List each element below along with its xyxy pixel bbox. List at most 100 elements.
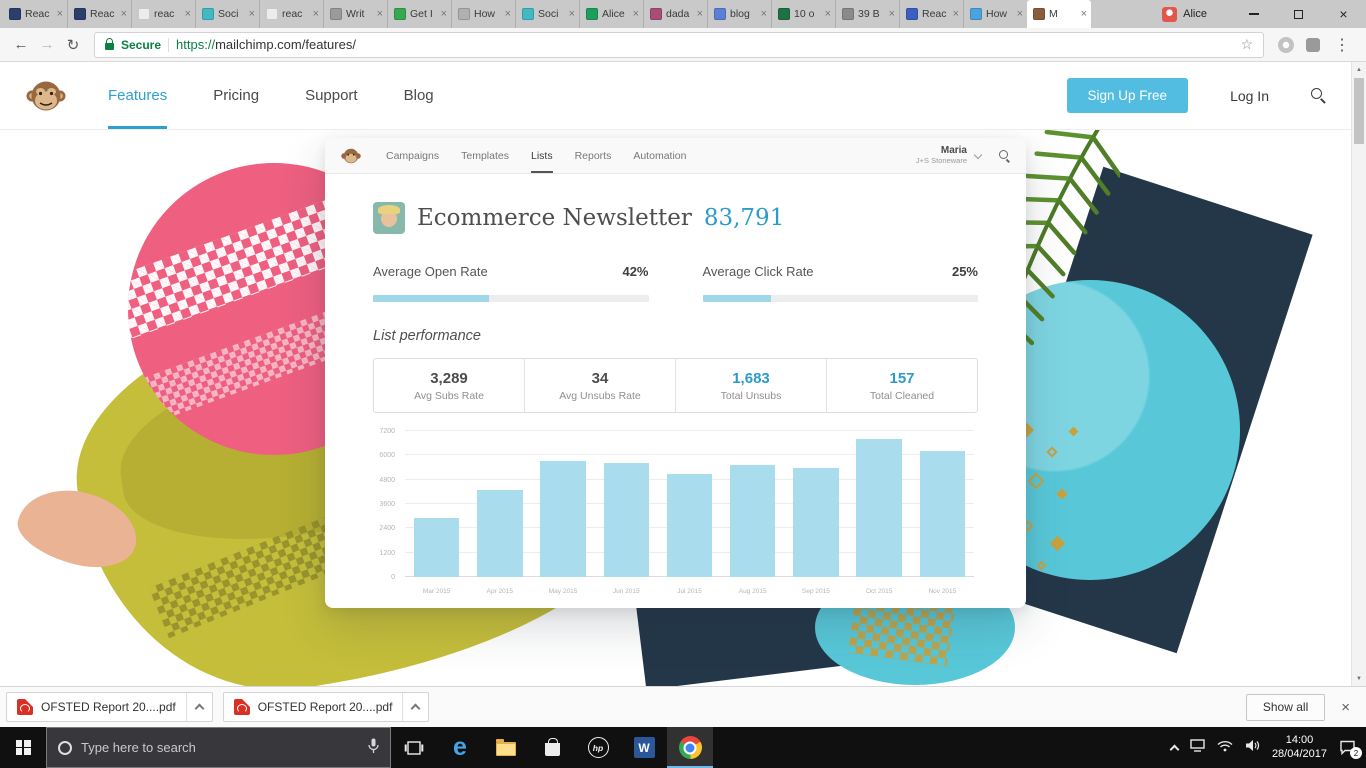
site-nav-pricing[interactable]: Pricing bbox=[213, 87, 260, 104]
browser-tab[interactable]: Reac bbox=[899, 0, 963, 28]
store-app-icon[interactable] bbox=[529, 727, 575, 768]
tab-close-icon[interactable] bbox=[825, 9, 831, 20]
browser-tab[interactable]: blog bbox=[707, 0, 771, 28]
browser-tab[interactable]: How bbox=[451, 0, 515, 28]
tab-close-icon[interactable] bbox=[121, 9, 127, 20]
show-all-button[interactable]: Show all bbox=[1245, 693, 1326, 721]
download-item-menu[interactable] bbox=[185, 693, 212, 721]
browser-tab[interactable]: Soci bbox=[195, 0, 259, 28]
dashboard-nav-lists[interactable]: Lists bbox=[520, 138, 564, 173]
taskbar-clock[interactable]: 14:00 28/04/2017 bbox=[1272, 734, 1327, 761]
download-item-menu[interactable] bbox=[402, 693, 428, 721]
browser-profile-badge[interactable]: Alice bbox=[1154, 0, 1215, 28]
tab-close-icon[interactable] bbox=[377, 9, 383, 20]
browser-tab[interactable]: How bbox=[963, 0, 1027, 28]
start-button[interactable] bbox=[0, 727, 46, 768]
tab-close-icon[interactable] bbox=[505, 9, 511, 20]
search-icon[interactable] bbox=[1311, 88, 1326, 103]
chart-bar-slot bbox=[721, 431, 784, 577]
stat-total-unsubs: 1,683 Total Unsubs bbox=[676, 359, 827, 412]
folder-icon bbox=[496, 739, 516, 756]
scroll-down-icon[interactable] bbox=[1352, 671, 1366, 686]
forward-icon[interactable] bbox=[34, 32, 60, 58]
chart-x-tick-label: Aug 2015 bbox=[738, 588, 767, 595]
browser-tab[interactable]: Reac bbox=[67, 0, 131, 28]
network-icon[interactable] bbox=[1190, 738, 1205, 757]
tab-close-icon[interactable] bbox=[57, 9, 63, 20]
browser-tab[interactable]: M bbox=[1027, 0, 1091, 28]
browser-tab[interactable]: dada bbox=[643, 0, 707, 28]
microphone-icon[interactable] bbox=[368, 738, 379, 757]
browser-tab[interactable]: Get I bbox=[387, 0, 451, 28]
bookmark-star-icon[interactable] bbox=[1240, 36, 1253, 53]
downloads-close-icon[interactable] bbox=[1341, 699, 1350, 716]
url-omnibox[interactable]: Secure https://mailchimp.com/features/ bbox=[94, 31, 1264, 58]
dashboard-nav-templates[interactable]: Templates bbox=[461, 149, 509, 162]
dashboard-nav-automation[interactable]: Automation bbox=[633, 149, 687, 162]
tab-close-icon[interactable] bbox=[1017, 9, 1023, 20]
action-center-button[interactable]: 2 bbox=[1339, 740, 1362, 759]
chart-plot-area bbox=[405, 430, 974, 577]
log-in-link[interactable]: Log In bbox=[1230, 87, 1269, 104]
site-nav-blog[interactable]: Blog bbox=[403, 87, 434, 104]
tab-close-icon[interactable] bbox=[569, 9, 575, 20]
task-view-button[interactable] bbox=[391, 727, 437, 768]
browser-tab[interactable]: Writ bbox=[323, 0, 387, 28]
site-nav-support[interactable]: Support bbox=[305, 87, 358, 104]
tab-close-icon[interactable] bbox=[1081, 9, 1087, 20]
back-icon[interactable] bbox=[8, 32, 34, 58]
padlock-icon[interactable] bbox=[105, 38, 114, 50]
site-nav-features[interactable]: Features bbox=[108, 62, 168, 129]
dashboard-user-menu[interactable]: Maria J+S Stoneware bbox=[916, 145, 1010, 165]
word-app-icon[interactable] bbox=[621, 727, 667, 768]
dashboard-search-icon[interactable] bbox=[999, 150, 1010, 161]
tab-close-icon[interactable] bbox=[697, 9, 703, 20]
extension-icon[interactable] bbox=[1278, 36, 1294, 53]
tab-close-icon[interactable] bbox=[249, 9, 255, 20]
tab-close-icon[interactable] bbox=[889, 9, 895, 20]
file-explorer-app-icon[interactable] bbox=[483, 727, 529, 768]
download-item-main[interactable]: OFSTED Report 20....pdf bbox=[224, 693, 403, 721]
refresh-icon[interactable] bbox=[60, 32, 86, 58]
taskbar-search-input[interactable]: Type here to search bbox=[46, 727, 391, 768]
download-item[interactable]: OFSTED Report 20....pdf bbox=[222, 692, 430, 722]
hidden-icons-chevron-icon[interactable] bbox=[1169, 744, 1180, 754]
download-item-main[interactable]: OFSTED Report 20....pdf bbox=[7, 693, 186, 721]
windows-logo-icon bbox=[15, 740, 31, 755]
dashboard-nav-reports[interactable]: Reports bbox=[574, 149, 612, 162]
browser-tab[interactable]: Reac bbox=[3, 0, 67, 28]
window-close-button[interactable] bbox=[1321, 0, 1366, 28]
scrollbar-thumb[interactable] bbox=[1354, 78, 1364, 144]
browser-tab[interactable]: Soci bbox=[515, 0, 579, 28]
sign-up-free-button[interactable]: Sign Up Free bbox=[1066, 78, 1189, 113]
edge-app-icon[interactable]: e bbox=[437, 727, 483, 768]
chart-y-tick-label: 6000 bbox=[379, 452, 395, 460]
freddie-logo-icon[interactable] bbox=[341, 146, 361, 166]
chevron-down-icon[interactable] bbox=[973, 150, 983, 159]
stat-label: Total Cleaned bbox=[869, 389, 935, 402]
chrome-app-icon[interactable] bbox=[667, 727, 713, 768]
page-scrollbar[interactable] bbox=[1351, 62, 1366, 686]
tab-close-icon[interactable] bbox=[953, 9, 959, 20]
browser-tab[interactable]: Alice bbox=[579, 0, 643, 28]
tab-close-icon[interactable] bbox=[313, 9, 319, 20]
browser-menu-icon[interactable] bbox=[1326, 35, 1358, 55]
download-item[interactable]: OFSTED Report 20....pdf bbox=[6, 692, 213, 722]
browser-tab[interactable]: 10 o bbox=[771, 0, 835, 28]
tab-close-icon[interactable] bbox=[761, 9, 767, 20]
browser-tab[interactable]: 39 B bbox=[835, 0, 899, 28]
wifi-icon[interactable] bbox=[1217, 739, 1233, 757]
tab-close-icon[interactable] bbox=[633, 9, 639, 20]
tab-close-icon[interactable] bbox=[185, 9, 191, 20]
browser-tab[interactable]: reac bbox=[131, 0, 195, 28]
browser-tab[interactable]: reac bbox=[259, 0, 323, 28]
scroll-up-icon[interactable] bbox=[1352, 62, 1366, 77]
hp-app-icon[interactable] bbox=[575, 727, 621, 768]
extension-icon-2[interactable] bbox=[1306, 37, 1320, 52]
volume-icon[interactable] bbox=[1245, 739, 1260, 757]
window-maximize-button[interactable] bbox=[1276, 0, 1321, 28]
window-minimize-button[interactable] bbox=[1231, 0, 1276, 28]
tab-close-icon[interactable] bbox=[441, 9, 447, 20]
mailchimp-logo-icon[interactable] bbox=[26, 76, 66, 116]
dashboard-nav-campaigns[interactable]: Campaigns bbox=[386, 149, 440, 162]
